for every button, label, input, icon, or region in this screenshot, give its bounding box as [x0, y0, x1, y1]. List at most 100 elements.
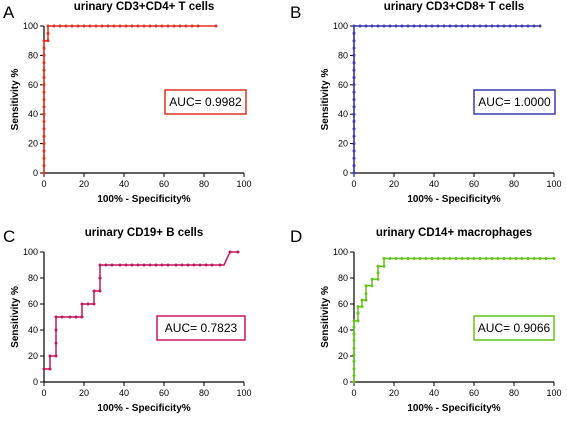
- roc-point: [118, 24, 122, 28]
- roc-point: [70, 24, 74, 28]
- roc-point: [352, 83, 356, 87]
- roc-point: [192, 263, 196, 267]
- roc-point: [352, 149, 356, 153]
- roc-point: [178, 24, 182, 28]
- roc-point: [508, 257, 512, 260]
- roc-point: [448, 24, 452, 28]
- roc-point: [520, 24, 524, 28]
- x-axis-label: 100% - Specificity%: [97, 194, 190, 205]
- roc-point: [496, 257, 500, 260]
- roc-point: [352, 164, 356, 168]
- roc-point: [526, 24, 530, 28]
- roc-point: [352, 353, 356, 357]
- roc-point: [196, 24, 200, 28]
- roc-point: [124, 263, 128, 267]
- roc-point: [370, 24, 374, 28]
- roc-point: [352, 46, 356, 50]
- roc-point: [454, 257, 458, 260]
- auc-box: [164, 89, 247, 115]
- auc-label: AUC= 0.9066: [478, 321, 551, 335]
- roc-point: [352, 53, 356, 57]
- roc-point: [448, 257, 452, 260]
- roc-point: [478, 24, 482, 28]
- roc-point: [424, 257, 428, 260]
- roc-point: [418, 24, 422, 28]
- x-tick-label: 20: [79, 179, 89, 189]
- roc-point: [352, 325, 356, 329]
- roc-point: [42, 149, 46, 153]
- roc-point: [352, 61, 356, 65]
- roc-point: [148, 24, 152, 28]
- roc-point: [370, 277, 374, 281]
- x-tick-label: 80: [199, 179, 209, 189]
- roc-point: [154, 24, 158, 28]
- roc-point: [538, 257, 542, 260]
- roc-point: [472, 24, 476, 28]
- roc-point: [54, 328, 58, 332]
- roc-point: [42, 68, 46, 72]
- roc-point: [382, 264, 386, 268]
- y-axis-label: Sensitivity %: [10, 69, 21, 131]
- roc-point: [98, 276, 102, 280]
- roc-point: [118, 263, 122, 267]
- roc-point: [376, 277, 380, 281]
- roc-point: [98, 289, 102, 293]
- roc-point: [68, 315, 72, 319]
- roc-point: [42, 127, 46, 131]
- x-tick-label: 80: [509, 388, 519, 398]
- roc-point: [364, 292, 368, 296]
- roc-point: [352, 367, 356, 371]
- roc-point: [364, 24, 368, 28]
- roc-point: [352, 346, 356, 350]
- roc-point: [92, 302, 96, 306]
- roc-point: [100, 24, 104, 28]
- roc-point: [86, 302, 90, 306]
- x-tick-label: 20: [389, 388, 399, 398]
- roc-point: [64, 24, 68, 28]
- x-tick-label: 40: [429, 179, 439, 189]
- roc-point: [364, 298, 368, 302]
- roc-point: [356, 311, 360, 315]
- roc-point: [198, 263, 202, 267]
- x-tick-label: 60: [159, 388, 169, 398]
- roc-point: [352, 105, 356, 109]
- y-axis-label: Sensitivity %: [320, 286, 331, 348]
- roc-point: [388, 24, 392, 28]
- x-tick-label: 0: [351, 388, 356, 398]
- roc-point: [42, 105, 46, 109]
- roc-point: [172, 24, 176, 28]
- roc-point: [42, 134, 46, 138]
- y-tick-label: 80: [28, 50, 38, 60]
- roc-point: [484, 257, 488, 260]
- x-axis-label: 100% - Specificity%: [97, 403, 190, 414]
- roc-point: [424, 24, 428, 28]
- roc-point: [472, 257, 476, 260]
- roc-point: [54, 354, 58, 358]
- roc-point: [136, 24, 140, 28]
- roc-point: [352, 359, 356, 363]
- roc-point: [186, 263, 190, 267]
- roc-point: [412, 24, 416, 28]
- roc-point: [218, 263, 222, 267]
- roc-point: [376, 271, 380, 275]
- roc-point: [352, 319, 356, 323]
- roc-point: [502, 24, 506, 28]
- roc-point: [454, 24, 458, 28]
- y-tick-label: 60: [338, 299, 348, 309]
- roc-point: [358, 24, 362, 28]
- roc-point: [106, 24, 110, 28]
- roc-point: [460, 257, 464, 260]
- x-tick-label: 40: [429, 388, 439, 398]
- y-tick-label: 60: [28, 299, 38, 309]
- roc-point: [104, 263, 108, 267]
- roc-point: [376, 24, 380, 28]
- roc-point: [98, 263, 102, 267]
- roc-point: [42, 112, 46, 116]
- y-tick-label: 20: [338, 139, 348, 149]
- y-tick-label: 100: [333, 247, 348, 257]
- roc-point: [544, 257, 548, 260]
- roc-point: [54, 341, 58, 345]
- x-tick-label: 20: [79, 388, 89, 398]
